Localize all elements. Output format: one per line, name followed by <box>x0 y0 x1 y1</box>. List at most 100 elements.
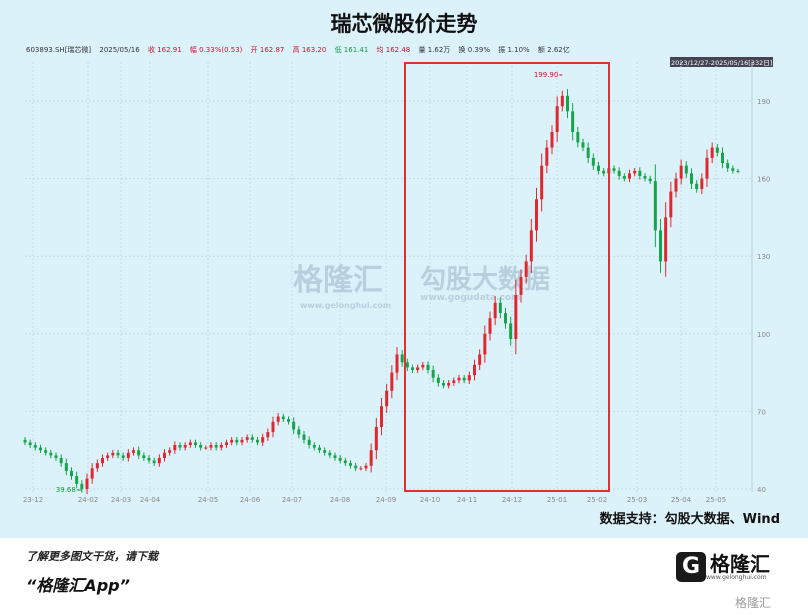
candle-body <box>731 168 735 171</box>
candle-body <box>157 457 161 464</box>
candle-body <box>674 178 678 192</box>
candle-body <box>59 457 63 464</box>
candle-body <box>369 450 373 466</box>
candle-body <box>617 170 621 177</box>
candle-body <box>436 377 440 383</box>
candle-body <box>473 364 476 376</box>
candle-body <box>194 442 197 446</box>
logo-mark-icon: G <box>676 552 706 582</box>
candle-body <box>524 261 528 277</box>
candle-body <box>250 437 254 440</box>
candle-body <box>75 476 79 484</box>
candle-body <box>106 455 110 458</box>
x-tick-label: 25-05 <box>706 496 726 504</box>
promo-text: 了解更多图文干货，请下载 <box>26 550 158 563</box>
candle-body <box>80 483 84 489</box>
candle-body <box>312 445 316 448</box>
candle-body <box>726 163 730 169</box>
candle-body <box>659 230 662 262</box>
candle-body <box>679 165 683 179</box>
volume: 量 1.62万 <box>418 46 451 54</box>
chart-panel: 瑞芯微股价走势 603893.SH[瑞芯微] 2025/05/16 收 162.… <box>0 0 808 538</box>
candle-body <box>70 470 73 477</box>
candle-body <box>111 452 115 456</box>
candle-body <box>292 421 296 430</box>
candle-body <box>648 178 652 182</box>
candle-body <box>566 95 569 112</box>
candle-body <box>653 181 657 231</box>
x-tick-label: 24-10 <box>420 496 440 504</box>
candle-body <box>385 390 389 407</box>
candle-body <box>271 421 275 433</box>
candle-body <box>359 468 363 470</box>
stock-code: 603893.SH[瑞芯微] <box>26 46 92 54</box>
candle-body <box>721 152 724 164</box>
watermark-text: www.gogudata.com <box>420 293 520 303</box>
candle-body <box>700 178 704 189</box>
candle-body <box>504 313 507 324</box>
x-tick-label: 25-04 <box>671 496 692 504</box>
candle-body <box>591 157 595 166</box>
x-tick-label: 24-03 <box>111 496 131 504</box>
candle-body <box>287 419 290 422</box>
candle-body <box>447 382 451 386</box>
candle-body <box>199 445 203 448</box>
candle-body <box>276 416 280 422</box>
gelonghui-logo: G 格隆汇 www.gelonghui.com <box>676 552 770 582</box>
candle-body <box>405 362 409 368</box>
candle-body <box>297 429 301 435</box>
y-tick-label: 70 <box>757 408 766 416</box>
candle-body <box>126 452 130 458</box>
candle-body <box>54 455 58 458</box>
candle-body <box>488 318 492 334</box>
candle-body <box>628 173 631 179</box>
candle-body <box>493 302 497 319</box>
candle-body <box>152 460 156 464</box>
candle-body <box>49 452 53 456</box>
candle-body <box>142 455 146 458</box>
open-price: 开 162.87 <box>250 46 285 54</box>
x-tick-label: 24-02 <box>78 496 98 504</box>
candle-body <box>514 295 518 339</box>
candle-body <box>638 170 642 177</box>
candle-body <box>33 445 37 448</box>
candle-body <box>116 452 120 456</box>
candle-body <box>323 450 327 453</box>
candle-body <box>395 354 399 373</box>
candle-body <box>390 372 394 391</box>
candle-body <box>421 364 425 368</box>
data-source: 数据支持：勾股大数据、Wind <box>599 512 780 527</box>
candle-body <box>643 176 647 179</box>
candle-body <box>431 370 435 378</box>
candle-body <box>684 165 688 174</box>
candle-body <box>333 455 337 458</box>
candle-body <box>540 165 544 200</box>
candle-body <box>235 439 239 443</box>
candle-body <box>597 165 600 171</box>
candle-body <box>612 168 616 171</box>
turnover: 换 0.39% <box>458 46 490 54</box>
candle-body <box>183 445 187 448</box>
candle-body <box>101 457 104 464</box>
y-tick-label: 160 <box>757 176 770 184</box>
candle-body <box>39 447 42 451</box>
candle-body <box>411 367 414 371</box>
candle-body <box>576 132 580 143</box>
candle-body <box>209 445 213 448</box>
x-tick-label: 24-07 <box>282 496 302 504</box>
x-tick-label: 24-08 <box>330 496 350 504</box>
candlestick-chart: 40 70 100 130 160 190 23-12 24-02 24-03 24-04 24-0… <box>23 62 770 504</box>
candle-body <box>669 191 673 218</box>
avg-price: 均 162.48 <box>376 46 411 54</box>
candle-body <box>509 323 513 339</box>
candle-body <box>478 354 482 365</box>
candle-body <box>535 199 538 231</box>
candle-body <box>64 463 68 471</box>
candle-body <box>483 333 487 355</box>
candle-body <box>452 380 456 383</box>
date-range-selector[interactable]: 2023/12/27-2025/05/16[332日] <box>670 57 774 67</box>
chart-title: 瑞芯微股价走势 <box>330 12 478 36</box>
candle-body <box>349 463 352 466</box>
candle-body <box>416 367 420 371</box>
candle-body <box>467 375 471 381</box>
